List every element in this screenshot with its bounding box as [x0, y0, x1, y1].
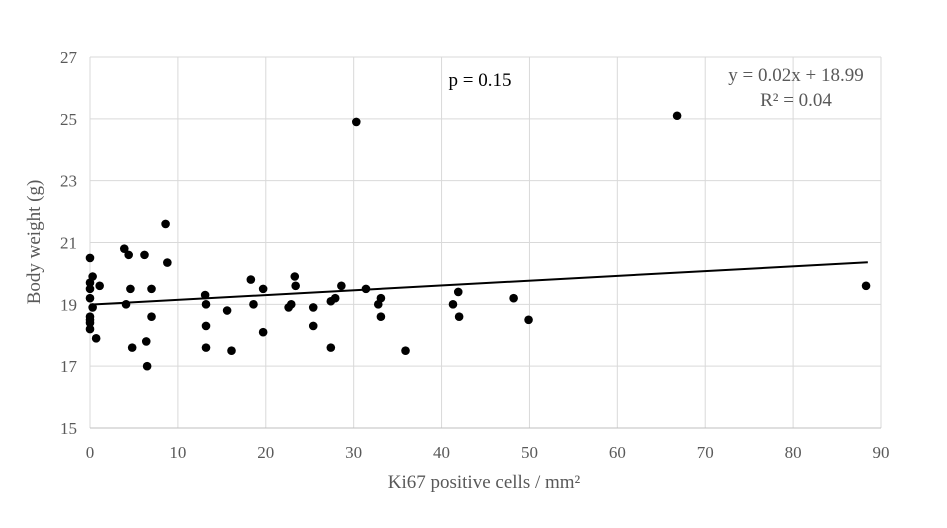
- y-tick-label: 17: [60, 357, 78, 376]
- data-point: [85, 293, 95, 303]
- y-axis-title: Body weight (g): [24, 180, 45, 305]
- x-tick-label: 40: [433, 443, 450, 462]
- equation-annotation: y = 0.02x + 18.99: [728, 65, 863, 86]
- data-point: [147, 312, 156, 322]
- x-axis-title: Ki67 positive cells / mm²: [388, 472, 581, 493]
- data-point: [85, 284, 95, 294]
- data-point: [246, 275, 256, 284]
- data-point: [258, 284, 268, 294]
- x-tick-label: 60: [609, 443, 626, 462]
- x-tick-labels: 0 10 20 30 40 50 60 70 80 90: [86, 443, 890, 462]
- x-tick-label: 80: [785, 443, 802, 462]
- data-point: [352, 117, 361, 127]
- y-tick-labels: 15 17 19 21 23 25 27: [60, 48, 78, 438]
- data-point: [95, 281, 104, 291]
- data-point: [127, 343, 137, 352]
- data-point: [124, 250, 133, 260]
- data-point: [861, 281, 871, 291]
- data-point: [454, 312, 464, 322]
- data-point: [401, 346, 410, 356]
- y-tick-label: 23: [60, 172, 77, 191]
- data-points: [85, 111, 871, 371]
- data-point: [121, 300, 131, 309]
- y-tick-label: 15: [60, 419, 77, 438]
- grid-lines: [89, 56, 882, 428]
- data-point: [142, 361, 152, 371]
- data-point: [126, 284, 135, 294]
- x-tick-label: 50: [521, 443, 538, 462]
- x-tick-label: 20: [257, 443, 274, 462]
- x-tick-label: 10: [169, 443, 186, 462]
- data-point: [308, 321, 318, 331]
- x-tick-label: 70: [697, 443, 714, 462]
- y-tick-label: 25: [60, 110, 77, 129]
- data-point: [200, 290, 210, 300]
- data-point: [524, 315, 533, 325]
- trendline: [89, 261, 868, 306]
- y-tick-label: 21: [60, 234, 77, 253]
- data-point: [258, 327, 268, 337]
- data-point: [85, 324, 95, 334]
- data-point: [140, 250, 149, 260]
- data-point: [227, 346, 236, 356]
- data-point: [147, 284, 156, 294]
- data-point: [453, 287, 463, 297]
- data-point: [85, 253, 95, 263]
- data-point: [85, 318, 95, 328]
- data-point: [201, 300, 211, 309]
- data-point: [119, 244, 129, 253]
- data-point: [201, 321, 211, 331]
- data-point: [290, 272, 300, 281]
- data-point: [249, 300, 258, 309]
- y-tick-label: 27: [60, 48, 78, 67]
- data-point: [376, 312, 386, 322]
- data-point: [286, 300, 296, 309]
- data-point: [308, 303, 318, 312]
- data-point: [163, 258, 172, 267]
- data-point: [141, 337, 151, 346]
- data-point: [509, 293, 518, 303]
- p-value-annotation: p = 0.15: [449, 70, 512, 91]
- data-point: [88, 272, 97, 281]
- data-point: [222, 306, 232, 315]
- data-point: [672, 111, 682, 121]
- r-squared-annotation: R² = 0.04: [760, 90, 832, 111]
- data-point: [201, 343, 211, 352]
- x-tick-label: 30: [345, 443, 362, 462]
- data-point: [337, 281, 346, 291]
- data-point: [376, 293, 386, 303]
- data-point: [330, 293, 340, 303]
- x-tick-label: 90: [873, 443, 890, 462]
- y-tick-label: 19: [60, 295, 77, 314]
- data-point: [91, 334, 101, 343]
- data-point: [291, 281, 300, 291]
- x-tick-label: 0: [86, 443, 95, 462]
- data-point: [448, 300, 458, 309]
- data-point: [326, 343, 336, 352]
- data-point: [161, 219, 170, 229]
